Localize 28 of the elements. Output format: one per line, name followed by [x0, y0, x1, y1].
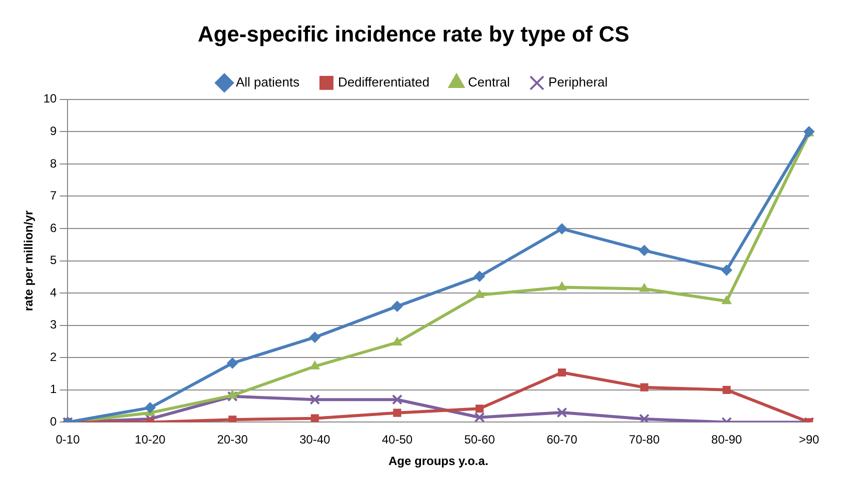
- chart-title: Age-specific incidence rate by type of CS: [198, 21, 630, 46]
- y-tick-label: 5: [50, 253, 58, 268]
- y-tick-label: 4: [50, 285, 58, 300]
- y-tick-label: 3: [50, 318, 58, 332]
- y-tick-label: 1: [50, 382, 58, 396]
- legend-label: Peripheral: [548, 74, 608, 90]
- y-tick-label: 8: [50, 156, 58, 170]
- y-tick-label: 7: [50, 188, 58, 203]
- y-tick-label: 6: [50, 220, 58, 235]
- x-tick-label: 30-40: [299, 432, 330, 447]
- y-tick-label: 10: [43, 92, 58, 106]
- y-tick-label: 2: [50, 350, 58, 364]
- x-tick-label: 20-30: [217, 432, 248, 447]
- legend-label: Central: [468, 74, 510, 90]
- x-tick-label: 50-60: [464, 432, 496, 447]
- x-tick-label: 70-80: [628, 432, 660, 447]
- x-axis-title: Age groups y.o.a.: [388, 454, 488, 468]
- x-tick-label: 80-90: [711, 432, 742, 447]
- legend-label: Dedifferentiated: [338, 74, 430, 90]
- x-tick-label: 0-10: [56, 432, 80, 447]
- legend-label: All patients: [236, 74, 300, 90]
- y-axis-title: rate per million/yr: [22, 210, 36, 312]
- y-tick-label: 9: [50, 124, 58, 138]
- x-tick-label: 10-20: [134, 432, 166, 447]
- x-tick-label: 40-50: [382, 432, 413, 447]
- x-tick-label: 60-70: [546, 432, 578, 447]
- y-tick-label: 0: [50, 414, 58, 429]
- x-tick-label: >90: [798, 432, 820, 447]
